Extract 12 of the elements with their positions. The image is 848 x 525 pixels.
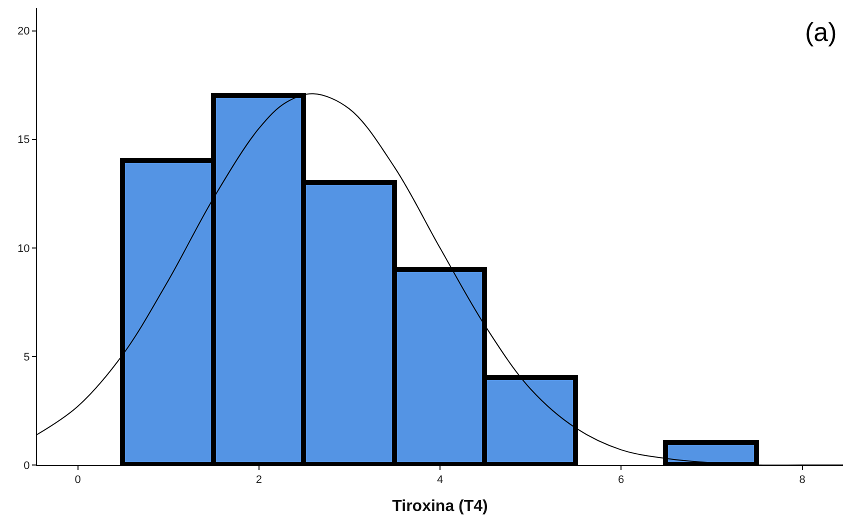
annotation: (a) [805,17,837,47]
x-tick-label: 8 [799,474,806,486]
y-tick-label: 5 [24,351,30,364]
x-tick-label: 0 [74,474,81,486]
x-axis-title: Tiroxina (T4) [392,498,488,515]
y-tick-label: 10 [18,242,30,255]
y-tick-label: 0 [24,460,30,472]
x-tick-label: 4 [436,474,444,486]
x-tick-label: 6 [618,474,624,486]
y-tick-label: 15 [18,134,30,146]
y-tick-label: 20 [18,26,30,38]
x-tick-label: 2 [256,474,262,486]
